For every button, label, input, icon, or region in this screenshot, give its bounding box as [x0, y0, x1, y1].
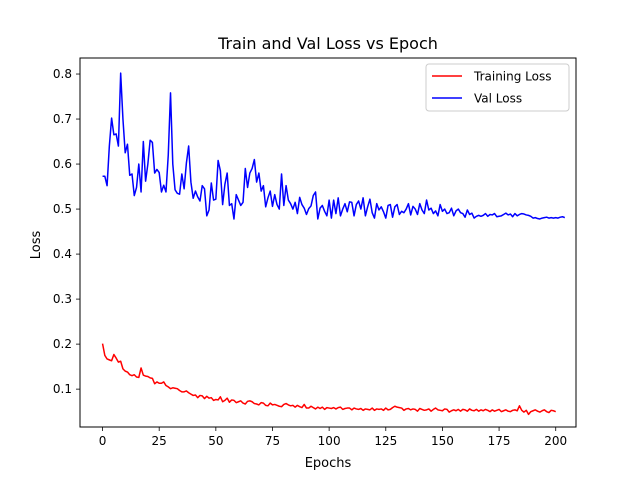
- val-loss-line: [102, 72, 566, 220]
- y-tick-label: 0.2: [53, 337, 72, 351]
- x-tick-label: 125: [374, 434, 397, 448]
- y-tick-label: 0.7: [53, 112, 72, 126]
- y-axis: 0.1 0.2 0.3 0.4 0.5 0.6 0.7 0.8: [53, 67, 80, 396]
- x-tick-label: 75: [265, 434, 280, 448]
- x-axis-label: Epochs: [305, 456, 352, 471]
- y-tick-label: 0.3: [53, 292, 72, 306]
- x-tick-label: 175: [488, 434, 511, 448]
- plot-area: [79, 57, 577, 428]
- y-tick-label: 0.1: [53, 382, 72, 396]
- legend: Training Loss Val Loss: [425, 63, 570, 112]
- axes-frame: [79, 57, 577, 428]
- x-tick-label: 50: [208, 434, 223, 448]
- y-tick-label: 0.4: [53, 247, 72, 261]
- training-loss-line: [101, 343, 556, 416]
- x-tick-label: 25: [152, 434, 167, 448]
- y-tick-label: 0.5: [53, 202, 72, 216]
- chart-title: Train and Val Loss vs Epoch: [217, 34, 438, 53]
- y-tick-label: 0.8: [53, 67, 72, 81]
- x-axis: 0 25 50 75 100 125 150 175 200: [99, 427, 567, 448]
- x-tick-label: 0: [99, 434, 107, 448]
- x-tick-label: 150: [431, 434, 454, 448]
- series-group: [101, 72, 566, 416]
- x-tick-label: 100: [318, 434, 341, 448]
- x-tick-label: 200: [544, 434, 567, 448]
- legend-label-val-loss: Val Loss: [474, 92, 522, 106]
- legend-label-training-loss: Training Loss: [473, 70, 551, 84]
- y-tick-label: 0.6: [53, 157, 72, 171]
- y-axis-label: Loss: [29, 231, 44, 260]
